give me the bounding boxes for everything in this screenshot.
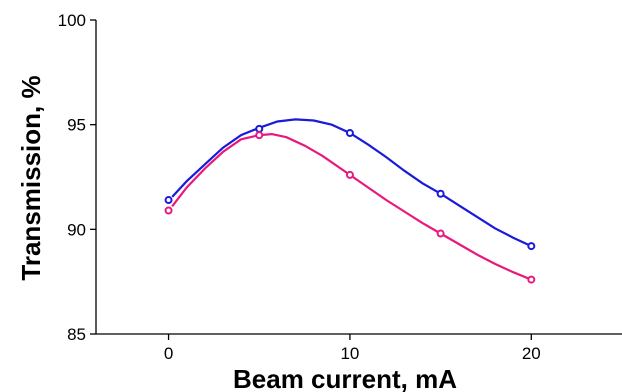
y-tick-label: 95 bbox=[67, 116, 86, 135]
x-tick-label: 10 bbox=[340, 344, 359, 363]
x-tick-label: 20 bbox=[522, 344, 541, 363]
y-tick-label: 85 bbox=[67, 325, 86, 344]
y-tick-label: 100 bbox=[58, 11, 86, 30]
y-tick-label: 90 bbox=[67, 220, 86, 239]
x-tick-label: 0 bbox=[164, 344, 173, 363]
series-1-point bbox=[436, 189, 445, 198]
tick-layer: 0 10 20 85 90 95 100 bbox=[58, 11, 541, 363]
series-line-1 bbox=[171, 118, 532, 248]
series-1-point bbox=[527, 242, 536, 251]
series-2-point bbox=[345, 170, 354, 179]
series-1-point bbox=[255, 124, 264, 133]
series-2-point bbox=[527, 275, 536, 284]
series-2-point bbox=[255, 131, 264, 140]
series-layer bbox=[164, 118, 536, 284]
y-axis-title: Transmission, % bbox=[16, 75, 46, 280]
plot-area bbox=[95, 20, 622, 335]
series-2-point bbox=[436, 229, 445, 238]
series-1-point bbox=[345, 129, 354, 138]
x-axis-title: Beam current, mA bbox=[233, 364, 457, 392]
series-2-point bbox=[164, 206, 173, 215]
series-line-2 bbox=[171, 132, 532, 281]
series-1-point bbox=[164, 196, 173, 205]
